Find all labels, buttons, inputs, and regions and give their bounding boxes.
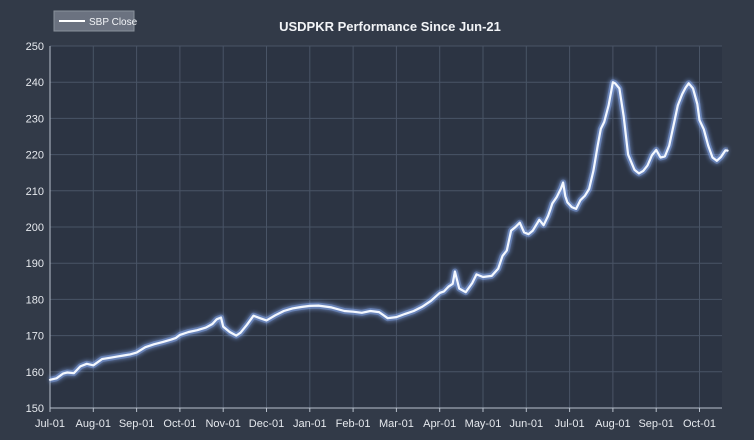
y-tick-label: 220 <box>26 150 44 162</box>
y-tick-label: 170 <box>26 331 44 343</box>
y-tick-label: 200 <box>26 222 44 234</box>
series-line-sbp-close <box>48 81 729 381</box>
y-tick-label: 210 <box>26 186 44 198</box>
x-tick-label: Oct-01 <box>683 418 716 430</box>
y-tick-label: 230 <box>26 113 44 125</box>
x-tick-label: Jul-01 <box>35 418 65 430</box>
gridlines <box>49 45 722 409</box>
x-tick-label: Jan-01 <box>293 418 327 430</box>
x-tick-label: Aug-01 <box>76 418 111 430</box>
x-tick-label: Jun-01 <box>509 418 543 430</box>
x-tick-label: Aug-01 <box>595 418 630 430</box>
legend: SBP Close <box>53 10 138 32</box>
x-tick-label: May-01 <box>465 418 502 430</box>
x-tick-label: Feb-01 <box>336 418 371 430</box>
y-tick-label: 250 <box>26 41 44 53</box>
series-layer <box>48 79 729 383</box>
x-tick-label: Sep-01 <box>638 418 673 430</box>
x-tick-label: Dec-01 <box>249 418 284 430</box>
chart-title: USDPKR Performance Since Jun-21 <box>279 19 501 34</box>
x-tick-label: Apr-01 <box>423 418 456 430</box>
legend-box <box>53 10 135 32</box>
y-tick-label: 180 <box>26 294 44 306</box>
axes: 150 160 170 180 190 200 210 220 230 240 250 Jul-01 A… <box>26 41 722 430</box>
x-tick-label: Mar-01 <box>379 418 414 430</box>
y-tick-label: 240 <box>26 77 44 89</box>
legend-label: SBP Close <box>89 17 138 28</box>
x-tick-label: Jul-01 <box>555 418 585 430</box>
x-tick-label: Oct-01 <box>163 418 196 430</box>
x-tick-label: Sep-01 <box>119 418 154 430</box>
x-tick-label: Nov-01 <box>205 418 240 430</box>
y-tick-label: 190 <box>26 258 44 270</box>
y-tick-label: 160 <box>26 367 44 379</box>
y-tick-label: 150 <box>26 403 44 415</box>
